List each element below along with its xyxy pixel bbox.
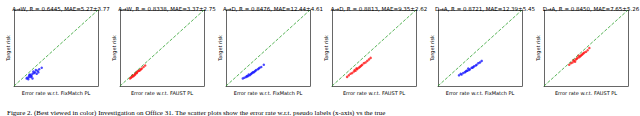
svg-text:Error rate w.r.t. FAUST PL: Error rate w.r.t. FAUST PL xyxy=(555,90,617,96)
svg-text:D→A, R = 0.8450, MAE=7.65±5.26: D→A, R = 0.8450, MAE=7.65±5.26 xyxy=(543,6,640,12)
svg-text:Error rate w.r.t. FixMatch PL: Error rate w.r.t. FixMatch PL xyxy=(446,90,515,96)
svg-text:Target risk: Target risk xyxy=(429,35,436,62)
svg-text:Figure 2. (Best viewed in colo: Figure 2. (Best viewed in color) Investi… xyxy=(7,109,385,116)
svg-text:Target risk: Target risk xyxy=(323,35,330,62)
svg-text:Error rate w.r.t. FAUST PL: Error rate w.r.t. FAUST PL xyxy=(131,90,193,96)
svg-text:A→W, R = 0.8338, MAE=3.37±2.75: A→W, R = 0.8338, MAE=3.37±2.75 xyxy=(118,6,216,12)
svg-text:A→D, R = 0.8813, MAE=9.35±2.62: A→D, R = 0.8813, MAE=9.35±2.62 xyxy=(331,6,427,12)
svg-text:Error rate w.r.t. FixMatch PL: Error rate w.r.t. FixMatch PL xyxy=(22,90,91,96)
svg-text:D→A, R = 0.8721, MAE=12.39±5.4: D→A, R = 0.8721, MAE=12.39±5.45 xyxy=(435,6,535,12)
svg-text:Target risk: Target risk xyxy=(5,35,12,62)
svg-text:Target risk: Target risk xyxy=(535,35,542,62)
svg-text:A→W, R = 0.6445, MAE=5.27±3.77: A→W, R = 0.6445, MAE=5.27±3.77 xyxy=(12,6,110,12)
svg-text:Error rate w.r.t. FixMatch PL: Error rate w.r.t. FixMatch PL xyxy=(234,90,303,96)
svg-text:A→D, R = 0.8476, MAE=12.44±4.6: A→D, R = 0.8476, MAE=12.44±4.61 xyxy=(223,6,323,12)
svg-text:Target risk: Target risk xyxy=(217,35,224,62)
svg-text:Error rate w.r.t. FAUST PL: Error rate w.r.t. FAUST PL xyxy=(343,90,405,96)
svg-text:Target risk: Target risk xyxy=(111,35,118,62)
